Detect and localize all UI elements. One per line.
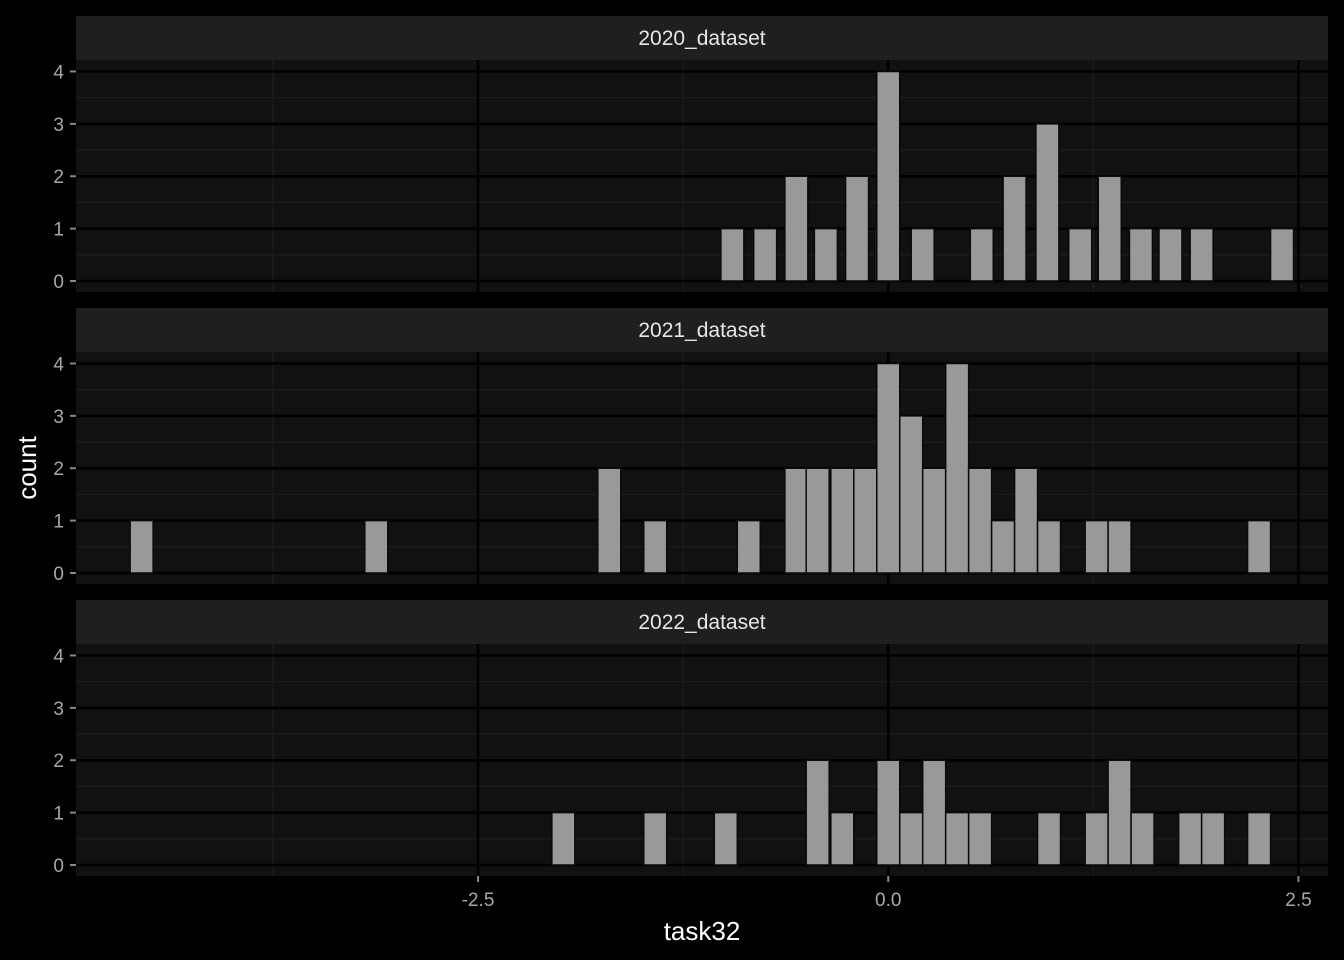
histogram-bar [944, 362, 970, 574]
y-tick-label: 4 [53, 354, 64, 375]
histogram-bar [1036, 811, 1062, 866]
histogram-bar [830, 467, 855, 574]
y-tick-label: 2 [53, 751, 64, 772]
histogram-bar [1107, 759, 1132, 866]
histogram-bar [910, 227, 935, 282]
histogram-bar [944, 811, 970, 866]
histogram-bar [805, 467, 830, 574]
histogram-bar [784, 175, 809, 282]
histogram-bar [921, 467, 947, 574]
histogram-bar [1128, 227, 1154, 282]
y-axis-title: count [12, 435, 42, 499]
histogram-bar [1158, 227, 1183, 282]
histogram-bar [876, 759, 901, 866]
histogram-bar [597, 467, 622, 574]
y-tick-label: 4 [53, 646, 64, 667]
y-tick-label: 0 [53, 272, 64, 293]
y-tick-label: 2 [53, 167, 64, 188]
histogram-bar [967, 811, 993, 866]
y-tick-label: 3 [53, 699, 64, 720]
histogram-bar [921, 759, 947, 866]
histogram-bar [1246, 811, 1272, 866]
histogram-bar [990, 519, 1016, 574]
histogram-bar [813, 227, 839, 282]
histogram-bar [1036, 519, 1062, 574]
histogram-bar [1035, 123, 1060, 282]
facet-strip [76, 16, 1328, 60]
y-tick-label: 0 [53, 856, 64, 877]
histogram-bar [1107, 519, 1132, 574]
histogram-bar [844, 175, 870, 282]
histogram-bar [805, 759, 830, 866]
y-tick-label: 1 [53, 512, 64, 533]
x-tick-label: 2.5 [1285, 890, 1311, 911]
histogram-bar [1002, 175, 1027, 282]
histogram-bar [642, 811, 668, 866]
histogram-bar [876, 70, 901, 282]
histogram-bar [1189, 227, 1214, 282]
facet-label: 2020_dataset [638, 27, 765, 50]
histogram-bar [1067, 227, 1093, 282]
histogram-bar [1084, 519, 1109, 574]
histogram-bar [642, 519, 668, 574]
y-tick-label: 3 [53, 115, 64, 136]
histogram-bar [1097, 175, 1122, 282]
y-tick-label: 2 [53, 459, 64, 480]
histogram-bar [1246, 519, 1272, 574]
histogram-bar [736, 519, 762, 574]
histogram-bar [129, 519, 154, 574]
histogram-bar [1130, 811, 1155, 866]
histogram-bar [752, 227, 778, 282]
facet-label: 2022_dataset [638, 611, 765, 634]
histogram-bar [1177, 811, 1203, 866]
histogram-bar [967, 467, 993, 574]
histogram-bar [830, 811, 855, 866]
histogram-bar [1200, 811, 1226, 866]
x-axis-title: task32 [664, 916, 741, 946]
histogram-bar [551, 811, 576, 866]
histogram-bar [853, 467, 878, 574]
histogram-bar [969, 227, 995, 282]
histogram-bar [1084, 811, 1109, 866]
facet-label: 2021_dataset [638, 319, 765, 342]
histogram-bar [720, 227, 745, 282]
facet-strip [76, 600, 1328, 644]
histogram-bar [364, 519, 389, 574]
histogram-bar [784, 467, 809, 574]
y-tick-label: 4 [53, 62, 64, 83]
histogram-bar [876, 362, 901, 574]
y-tick-label: 1 [53, 220, 64, 241]
x-tick-label: 0.0 [875, 890, 901, 911]
x-tick-label: -2.5 [462, 890, 495, 911]
histogram-bar [713, 811, 739, 866]
histogram-bar [898, 415, 924, 574]
histogram-bar [898, 811, 924, 866]
facet-strip [76, 308, 1328, 352]
y-tick-label: 3 [53, 407, 64, 428]
histogram-bar [1269, 227, 1295, 282]
y-tick-label: 1 [53, 804, 64, 825]
histogram-bar [1013, 467, 1039, 574]
y-tick-label: 0 [53, 564, 64, 585]
